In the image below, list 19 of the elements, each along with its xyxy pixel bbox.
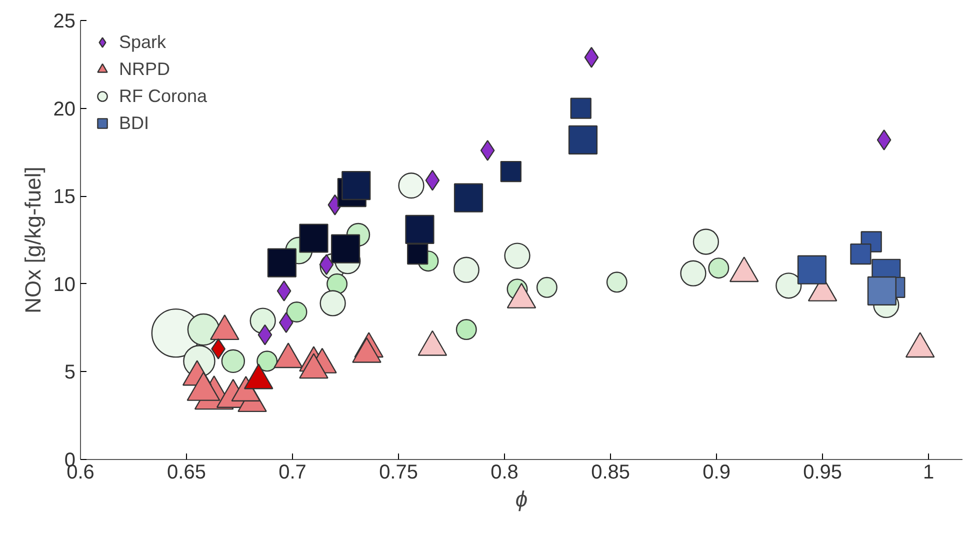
y-tick-label: 5 [64,362,76,384]
x-tick-label: 0.85 [591,462,630,484]
x-axis-title: ϕ [515,486,528,512]
legend-label: RF Corona [119,86,208,106]
x-tick-label: 0.8 [490,462,518,484]
y-tick-label: 25 [53,10,76,32]
legend-label: BDI [119,112,150,134]
x-tick-label: 1 [923,462,934,484]
x-tick-label: 0.65 [167,462,206,484]
legend-label: Spark [119,32,166,52]
x-tick-label: 0.75 [379,462,418,484]
y-axis-title: NOx [g/kg-fuel] [20,166,46,314]
x-tick-label: 0.9 [702,462,730,484]
x-tick-label: 0.7 [278,462,306,484]
y-tick-label: 10 [53,274,76,296]
y-tick-label: 15 [53,186,76,208]
legend-label: NRPD [119,58,170,80]
y-tick-label: 20 [53,98,76,120]
x-tick-label: 0.95 [803,462,842,484]
